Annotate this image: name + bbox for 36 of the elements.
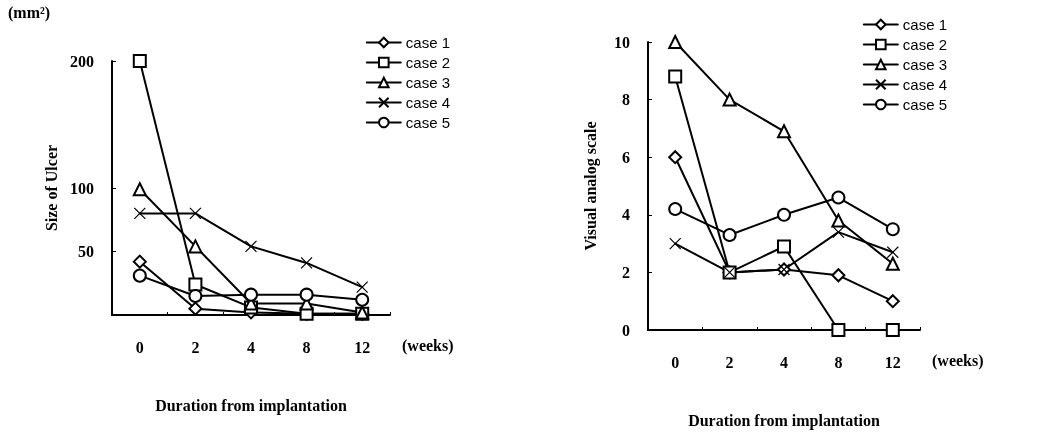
legend-label: case 4 (902, 76, 948, 93)
x-tick-label: 12 (884, 353, 901, 371)
y-tick-label: 8 (622, 91, 630, 109)
text: (weeks) (402, 336, 454, 355)
x-axis-title: Duration from implantation (688, 411, 880, 430)
x-tick-label: 4 (780, 353, 788, 371)
x-tick-label: 0 (671, 353, 680, 371)
legend-label: case 2 (405, 54, 451, 71)
y-tick-label: 50 (78, 243, 94, 260)
y-tick-label: 2 (622, 263, 630, 281)
y-tick-label: 0 (622, 321, 630, 339)
x-tick-label: 12 (354, 338, 371, 356)
x-tick-label: 2 (191, 338, 200, 356)
x-axis-title: Duration from implantation (155, 396, 347, 415)
y-axis-title: Visual analog scale (581, 121, 600, 251)
legend-label: case 1 (902, 16, 948, 33)
text: (weeks) (932, 351, 984, 370)
x-tick-label: 0 (135, 338, 144, 356)
x-tick-label: 8 (302, 338, 311, 356)
x-tick-label: 4 (247, 338, 255, 356)
y-tick-label: 100 (70, 179, 94, 197)
x-tick-label: 8 (834, 353, 843, 371)
x-tick-label: 2 (725, 353, 734, 371)
legend-label: case 3 (902, 56, 948, 73)
legend-label: case 1 (405, 34, 451, 51)
legend-label: case 5 (405, 114, 451, 131)
legend-label: case 2 (902, 36, 948, 53)
text: (mm²) (8, 3, 51, 22)
y-tick-label: 6 (622, 148, 630, 166)
y-axis-title: Size of Ulcer (42, 144, 60, 232)
legend-label: case 5 (902, 96, 948, 113)
legend-label: case 3 (405, 74, 451, 91)
y-tick-label: 200 (70, 52, 94, 70)
y-tick-label: 4 (622, 206, 630, 224)
legend-label: case 4 (405, 94, 451, 111)
y-tick-label: 10 (614, 33, 630, 51)
